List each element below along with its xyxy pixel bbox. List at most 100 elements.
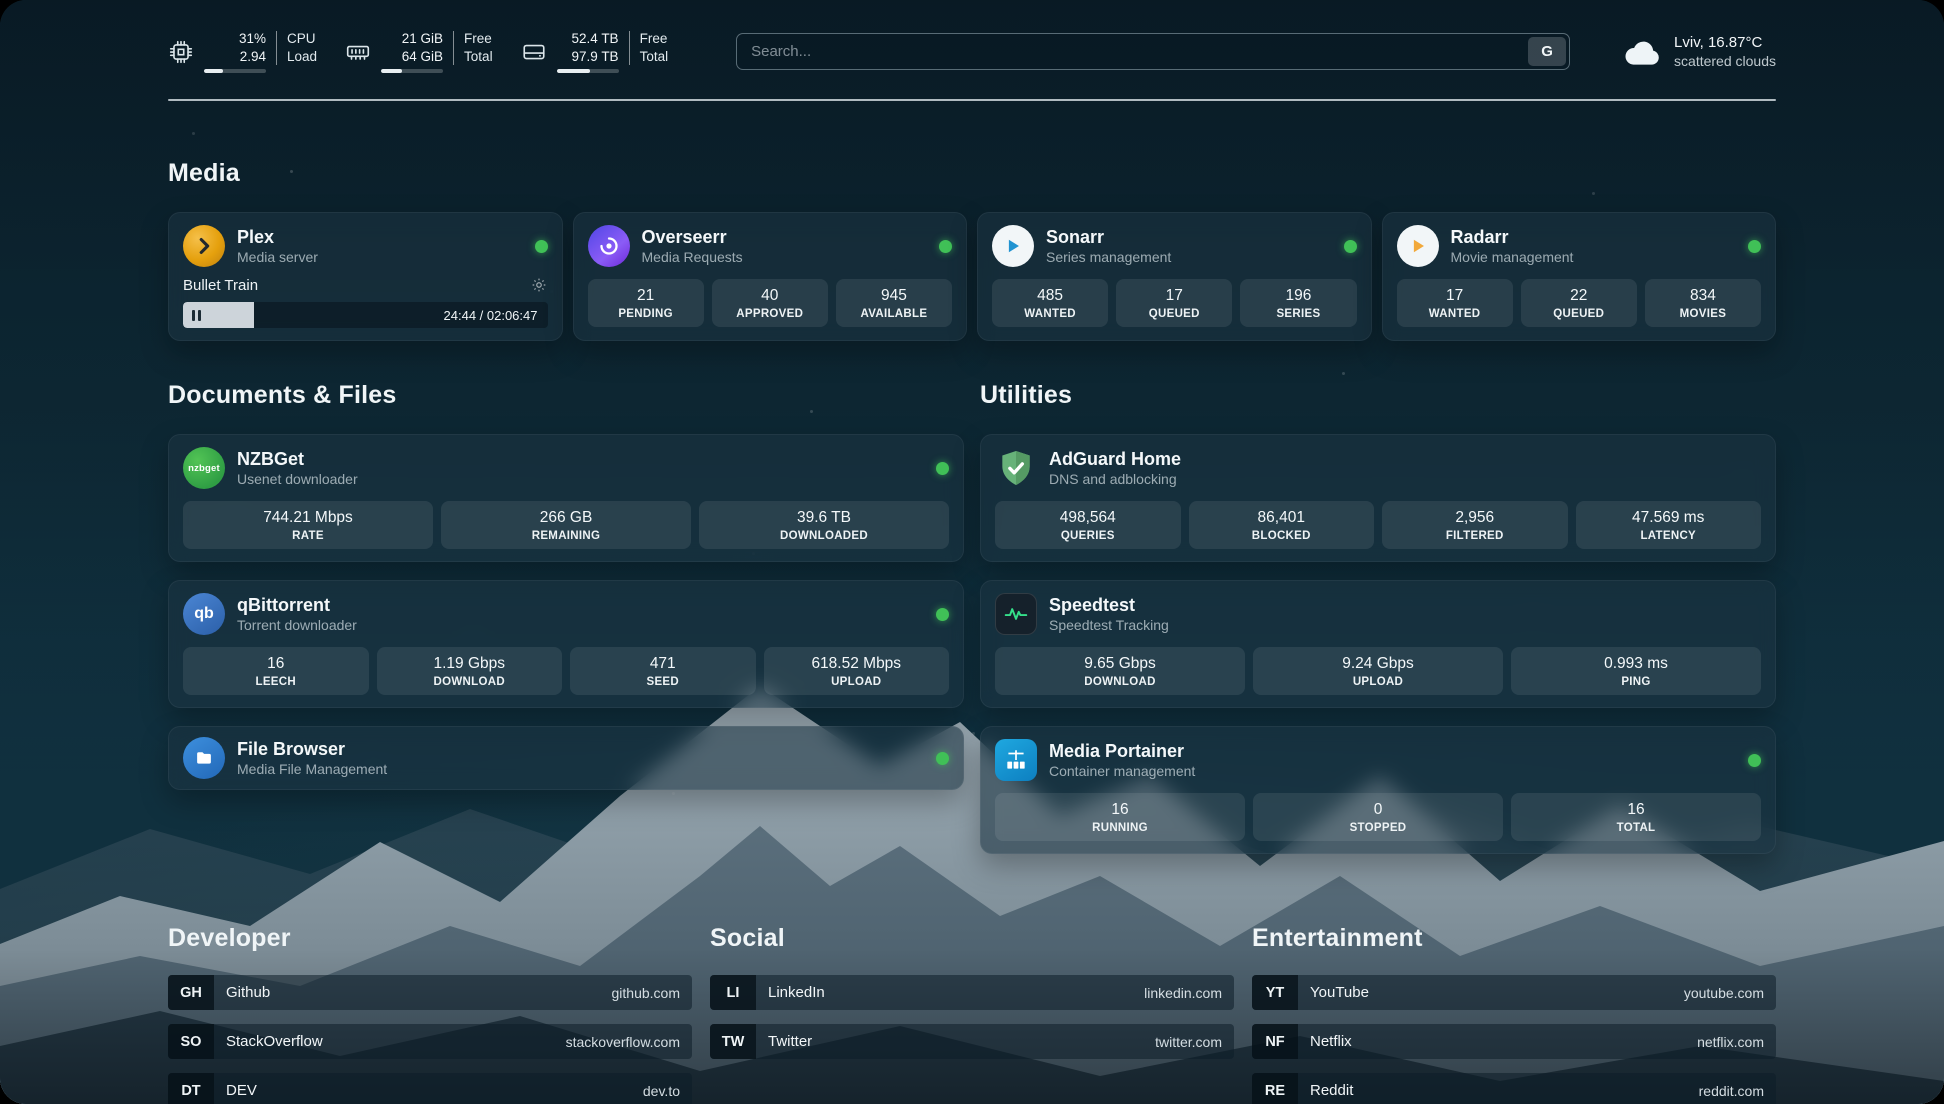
gear-icon[interactable] [530,276,548,294]
search-engine-button[interactable]: G [1528,37,1567,67]
app-name: File Browser [237,738,346,759]
stat-box: 16 RUNNING [995,793,1245,842]
app-titles: Radarr Movie management [1450,227,1574,265]
link-abbr-tile: DT [168,1073,214,1104]
app-subtitle: Movie management [1450,248,1574,265]
app-card-plex[interactable]: Plex Media server Bullet Train [168,212,563,342]
app-header: Radarr Movie management [1396,225,1761,268]
app-header: nzbget NZBGet Usenet downloader [183,447,949,490]
app-card-sonarr[interactable]: Sonarr Series management 485 WANTED 17 Q… [977,212,1372,342]
link-item-reddit[interactable]: RE Reddit reddit.com [1252,1073,1776,1104]
stat-value: 266 GB [539,509,593,527]
link-item-github[interactable]: GH Github github.com [168,975,692,1011]
cpu-usage-value: 31% [238,31,266,46]
app-name: Media Portainer [1049,740,1185,761]
disk-free-label: Free [639,31,668,46]
app-header: Speedtest Speedtest Tracking [995,593,1761,636]
stat-box: 2,956 FILTERED [1382,501,1568,550]
disk-icon [521,39,547,65]
section-title-media: Media [168,159,240,188]
link-item-linkedin[interactable]: LI LinkedIn linkedin.com [710,975,1234,1011]
top-bar: 31% 2.94 CPU Load [168,30,1776,74]
stat-box: 21 PENDING [587,279,704,328]
link-url: linkedin.com [1144,984,1222,1001]
stat-box: 266 GB REMAINING [441,501,691,550]
stat-value: 21 [636,287,655,305]
stat-label: BLOCKED [1251,530,1311,543]
app-name: Plex [237,226,275,247]
link-url: twitter.com [1155,1033,1222,1050]
disk-monitor: 52.4 TB 97.9 TB Free Total [521,30,668,74]
stat-box: 1.19 Gbps DOWNLOAD [376,647,562,696]
status-dot [936,461,949,475]
stat-value: 1.19 Gbps [433,655,506,673]
search-input[interactable] [736,33,1571,71]
app-card-nzbget[interactable]: nzbget NZBGet Usenet downloader 744.21 M… [168,434,964,563]
link-url: stackoverflow.com [565,1033,680,1050]
stat-label: PING [1621,676,1651,689]
link-name: YouTube [1310,984,1369,1002]
header-divider [168,99,1776,102]
app-card-qbittorrent[interactable]: qb qBittorrent Torrent downloader 16 LEE… [168,580,964,709]
link-abbr-tile: RE [1252,1073,1298,1104]
bar-fill [556,69,591,74]
stat-value: 9.24 Gbps [1342,655,1414,673]
app-header: File Browser Media File Management [183,737,949,780]
stat-label: REMAINING [531,530,601,543]
nzbget-icon: nzbget [183,447,225,490]
app-name: qBittorrent [237,594,330,615]
stat-value: 471 [649,655,676,673]
link-abbr-tile: SO [168,1024,214,1060]
app-titles: Overseerr Media Requests [641,227,743,265]
vertical-divider [453,31,455,66]
link-url: youtube.com [1683,984,1764,1001]
stat-box: 40 APPROVED [711,279,828,328]
filebrowser-icon [183,737,225,780]
link-item-netflix[interactable]: NF Netflix netflix.com [1252,1024,1776,1060]
status-dot [1343,239,1357,253]
app-card-overseerr[interactable]: Overseerr Media Requests 21 PENDING 40 A… [572,212,967,342]
cloud-icon [1624,37,1662,67]
stats-row: 17 WANTED 22 QUEUED 834 MOVIES [1396,279,1762,328]
search-bar: G [736,33,1571,71]
stats-row: 9.65 Gbps DOWNLOAD 9.24 Gbps UPLOAD 0.99… [995,647,1761,696]
link-abbr-tile: TW [710,1024,756,1060]
stats-row: 16 RUNNING 0 STOPPED 16 TOTAL [995,793,1761,842]
app-header: Media Portainer Container management [995,739,1761,782]
pause-icon[interactable] [192,309,201,321]
section-title-utilities: Utilities [980,381,1073,410]
link-item-twitter[interactable]: TW Twitter twitter.com [710,1024,1234,1060]
radarr-icon [1396,225,1439,268]
stat-value: 86,401 [1257,509,1305,527]
app-card-radarr[interactable]: Radarr Movie management 17 WANTED 22 QUE… [1381,212,1776,342]
link-name: DEV [226,1082,257,1100]
app-subtitle: Media Requests [641,248,743,265]
app-card-filebrowser[interactable]: File Browser Media File Management [168,726,964,791]
stat-box: 0 STOPPED [1253,793,1503,842]
link-item-youtube[interactable]: YT YouTube youtube.com [1252,975,1776,1011]
disk-free-value: 52.4 TB [571,31,619,46]
link-url: github.com [611,984,680,1001]
app-subtitle: DNS and adblocking [1049,470,1177,487]
app-card-portainer[interactable]: Media Portainer Container management 16 … [980,726,1776,855]
stat-box: 9.24 Gbps UPLOAD [1253,647,1503,696]
app-card-adguard[interactable]: AdGuard Home DNS and adblocking 498,564 … [980,434,1776,563]
link-name: StackOverflow [226,1033,323,1051]
stat-label: AVAILABLE [860,308,928,321]
app-subtitle: Usenet downloader [237,470,358,487]
link-item-dev[interactable]: DT DEV dev.to [168,1073,692,1104]
stats-row: 485 WANTED 17 QUEUED 196 SERIES [992,279,1357,328]
cpu-usage-bar [204,69,266,74]
app-card-speedtest[interactable]: Speedtest Speedtest Tracking 9.65 Gbps D… [980,580,1776,709]
stat-box: 196 SERIES [1240,279,1357,328]
app-subtitle: Container management [1049,762,1196,779]
link-item-stackoverflow[interactable]: SO StackOverflow stackoverflow.com [168,1024,692,1060]
app-subtitle: Media File Management [237,760,388,777]
status-dot [1748,753,1761,767]
app-header: qb qBittorrent Torrent downloader [183,593,949,636]
media-grid: Plex Media server Bullet Train [168,212,1776,342]
stat-value: 17 [1165,287,1183,305]
playback-bar[interactable]: 24:44 / 02:06:47 [183,302,548,329]
memory-usage-bar [381,69,444,74]
app-subtitle: Series management [1046,248,1172,265]
